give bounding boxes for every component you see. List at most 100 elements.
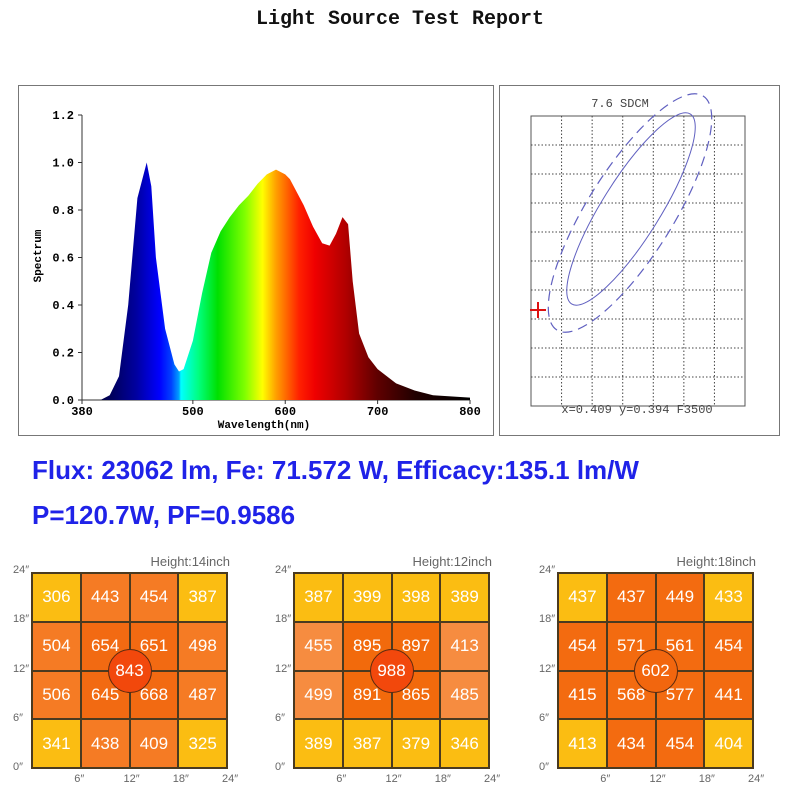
y-tick-label: 0″ xyxy=(275,761,286,773)
y-tick-label: 12″ xyxy=(539,662,556,675)
x-tick-label: 380 xyxy=(71,405,93,419)
sdcm-ellipse xyxy=(566,112,696,306)
ppfd-cell: 404 xyxy=(704,719,753,768)
y-tick-label: 1.2 xyxy=(52,109,74,123)
ppfd-cell: 455 xyxy=(294,621,343,671)
x-tick-label: 12″ xyxy=(123,773,140,785)
ppfd-cell: 504 xyxy=(32,621,81,671)
ppfd-cell: 409 xyxy=(129,719,179,768)
x-tick-label: 18″ xyxy=(698,773,715,785)
height-label: Height:14inch xyxy=(150,554,231,569)
chromaticity-chart: 7.6 SDCM x=0.409 y=0.394 F3500 xyxy=(530,93,746,417)
ppfd-cell: 433 xyxy=(704,573,753,622)
ppfd-cell: 571 xyxy=(606,621,656,671)
chromaticity-panel: 7.6 SDCM x=0.409 y=0.394 F3500 xyxy=(499,85,780,436)
y-tick-label: 6″ xyxy=(539,711,550,724)
measured-point-cross-icon xyxy=(530,302,546,318)
sdcm-title: 7.6 SDCM xyxy=(591,97,649,111)
ppfd-cell: 506 xyxy=(32,670,81,720)
y-axis-label: Spectrum xyxy=(33,229,45,282)
ppfd-cell: 441 xyxy=(704,670,753,720)
ppfd-cell: 454 xyxy=(558,621,607,671)
ppfd-cell: 399 xyxy=(342,573,392,622)
x-tick-label: 12″ xyxy=(385,773,402,785)
ppfd-cell: 387 xyxy=(342,719,392,768)
ppfd-cell: 346 xyxy=(440,719,489,768)
x-tick-label: 800 xyxy=(459,405,481,419)
ppfd-grid-14inch: Height:14inch 24″ 18″ 12″ 6″ 0″ 6″ 12″ 18″ 24″ 306… xyxy=(0,550,270,800)
ppfd-cell: 413 xyxy=(558,719,607,768)
ppfd-cell: 454 xyxy=(704,621,753,671)
y-tick-label: 12″ xyxy=(275,662,292,675)
x-tick-label: 600 xyxy=(274,405,296,419)
y-tick-label: 6″ xyxy=(275,711,286,724)
y-tick-label: 12″ xyxy=(13,662,30,675)
x-tick-label: 12″ xyxy=(649,773,666,785)
x-tick-label: 500 xyxy=(182,405,204,419)
ppfd-cell: 434 xyxy=(606,719,656,768)
ppfd-cell: 306 xyxy=(32,573,81,622)
y-tick-label: 18″ xyxy=(275,613,292,626)
x-tick-label: 6″ xyxy=(336,773,347,785)
power-factor-summary: P=120.7W, PF=0.9586 xyxy=(32,500,296,530)
x-axis-label: Wavelength(nm) xyxy=(218,420,310,432)
chromaticity-readout: x=0.409 y=0.394 F3500 xyxy=(561,403,712,417)
ppfd-cell: 341 xyxy=(32,719,81,768)
ppfd-cell: 568 xyxy=(606,670,656,720)
height-label: Height:12inch xyxy=(412,554,493,569)
ppfd-cell: 449 xyxy=(655,573,705,622)
ppfd-cell: 499 xyxy=(294,670,343,720)
ppfd-cell: 485 xyxy=(440,670,489,720)
ppfd-cell: 454 xyxy=(655,719,705,768)
y-tick-label: 18″ xyxy=(13,613,30,626)
report-title: Light Source Test Report xyxy=(255,8,545,31)
ppfd-cells: 437 437 449 433 454 571 561 454 415 568 577 441 413 4… xyxy=(557,572,754,769)
y-tick-label: 6″ xyxy=(13,711,24,724)
ppfd-cell: 415 xyxy=(558,670,607,720)
ppfd-cell: 413 xyxy=(440,621,489,671)
ppfd-cell: 498 xyxy=(178,621,227,671)
ppfd-cell: 891 xyxy=(342,670,392,720)
ppfd-cell: 389 xyxy=(294,719,343,768)
y-tick-label: 0.2 xyxy=(52,347,74,361)
ppfd-cell: 379 xyxy=(391,719,441,768)
center-reading: 602 xyxy=(633,648,678,693)
y-tick-label: 24″ xyxy=(13,564,30,576)
y-tick-label: 1.0 xyxy=(52,157,74,171)
y-tick-label: 0″ xyxy=(13,761,24,773)
ppfd-cell: 398 xyxy=(391,573,441,622)
y-tick-label: 18″ xyxy=(539,613,556,626)
x-tick-label: 6″ xyxy=(600,773,611,785)
x-tick-label: 24″ xyxy=(484,773,501,785)
x-tick-label: 18″ xyxy=(172,773,189,785)
center-reading: 988 xyxy=(369,648,414,693)
y-tick-label: 24″ xyxy=(539,564,556,576)
ppfd-cell: 454 xyxy=(129,573,179,622)
flux-efficacy-summary: Flux: 23062 lm, Fe: 71.572 W, Efficacy:1… xyxy=(32,455,639,485)
x-tick-label: 18″ xyxy=(434,773,451,785)
height-label: Height:18inch xyxy=(676,554,757,569)
ppfd-cell: 437 xyxy=(558,573,607,622)
spectrum-chart: 0.0 0.2 0.4 0.6 0.8 1.0 1.2 380 500 600 700 800 Wav… xyxy=(33,109,481,432)
ppfd-cell: 438 xyxy=(80,719,130,768)
y-tick-label: 0.4 xyxy=(52,299,74,313)
y-tick-label: 0.0 xyxy=(52,394,74,408)
y-tick-label: 24″ xyxy=(275,564,292,576)
ppfd-cell: 437 xyxy=(606,573,656,622)
spectrum-chart-panel: 0.0 0.2 0.4 0.6 0.8 1.0 1.2 380 500 600 700 800 Wav… xyxy=(18,85,494,436)
ppfd-cell: 387 xyxy=(294,573,343,622)
x-tick-label: 6″ xyxy=(74,773,85,785)
sdcm-outer-ellipse-dashed xyxy=(547,93,713,333)
spectrum-area xyxy=(82,162,470,400)
ppfd-cell: 325 xyxy=(178,719,227,768)
ppfd-grid-12inch: Height:12inch 24″ 18″ 12″ 6″ 0″ 6″ 12″ 18″ 24″ 387… xyxy=(262,550,532,800)
x-tick-label: 24″ xyxy=(748,773,765,785)
y-tick-label: 0.6 xyxy=(52,252,74,266)
y-tick-label: 0.8 xyxy=(52,204,74,218)
ppfd-cell: 387 xyxy=(178,573,227,622)
center-reading: 843 xyxy=(107,648,152,693)
x-tick-label: 700 xyxy=(367,405,389,419)
y-tick-label: 0″ xyxy=(539,761,550,773)
ppfd-grid-18inch: Height:18inch 24″ 18″ 12″ 6″ 0″ 6″ 12″ 18″ 24″ 437… xyxy=(526,550,796,800)
ppfd-cell: 389 xyxy=(440,573,489,622)
